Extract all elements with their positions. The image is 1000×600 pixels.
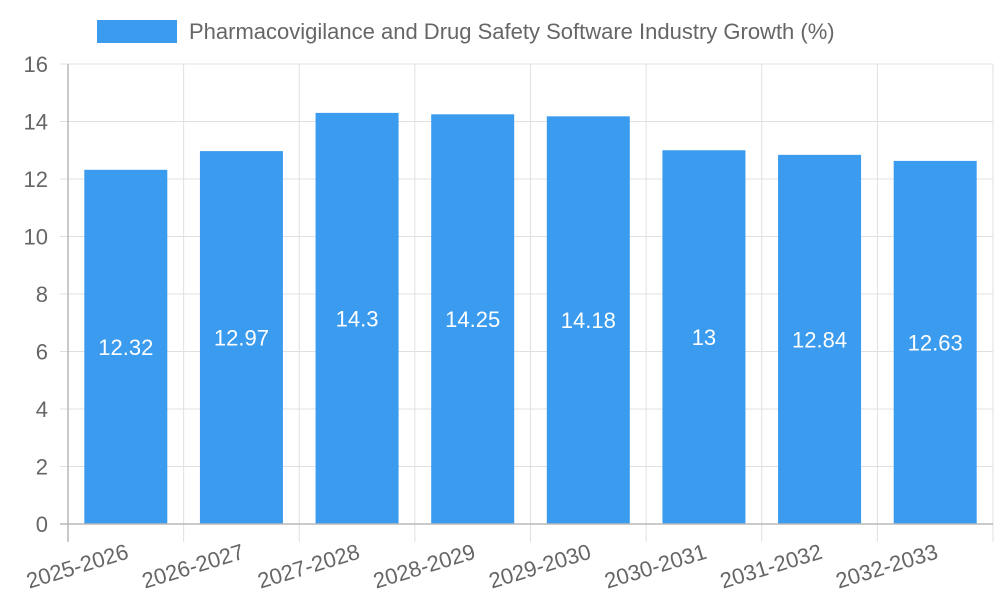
- y-tick-label: 12: [24, 167, 48, 192]
- y-tick-label: 16: [24, 52, 48, 77]
- y-tick-label: 2: [36, 455, 48, 480]
- bar[interactable]: [199, 151, 283, 525]
- bar[interactable]: [431, 114, 515, 524]
- y-tick-label: 10: [24, 225, 48, 250]
- bar[interactable]: [315, 112, 399, 524]
- x-tick-label: 2032-2033: [833, 539, 941, 594]
- bar-value-label: 12.84: [792, 327, 847, 352]
- bar-value-label: 12.32: [98, 335, 153, 360]
- bar[interactable]: [84, 169, 168, 525]
- y-tick-label: 6: [36, 340, 48, 365]
- bar[interactable]: [662, 150, 746, 524]
- x-tick-label: 2029-2030: [486, 539, 594, 594]
- y-tick-label: 4: [36, 397, 48, 422]
- x-tick-label: 2026-2027: [139, 539, 247, 594]
- bars: [84, 112, 977, 525]
- bar-value-label: 12.97: [214, 326, 269, 351]
- bar-value-label: 14.25: [445, 307, 500, 332]
- bar[interactable]: [778, 154, 862, 524]
- x-tick-label: 2031-2032: [717, 539, 825, 594]
- bar-value-label: 14.3: [336, 306, 379, 331]
- x-tick-label: 2030-2031: [601, 539, 709, 594]
- bar-value-label: 12.63: [908, 330, 963, 355]
- y-tick-label: 14: [24, 110, 48, 135]
- x-tick-label: 2028-2029: [370, 539, 478, 594]
- legend-label: Pharmacovigilance and Drug Safety Softwa…: [189, 19, 835, 44]
- bar[interactable]: [546, 116, 630, 524]
- x-tick-label: 2025-2026: [23, 539, 131, 594]
- bar-value-label: 14.18: [561, 308, 616, 333]
- bar-value-label: 13: [692, 325, 716, 350]
- axes: [60, 64, 993, 542]
- x-tick-label: 2027-2028: [255, 539, 363, 594]
- bar[interactable]: [893, 160, 977, 524]
- y-tick-label: 8: [36, 282, 48, 307]
- y-tick-label: 0: [36, 512, 48, 537]
- legend-swatch: [97, 20, 177, 43]
- legend[interactable]: Pharmacovigilance and Drug Safety Softwa…: [97, 19, 835, 44]
